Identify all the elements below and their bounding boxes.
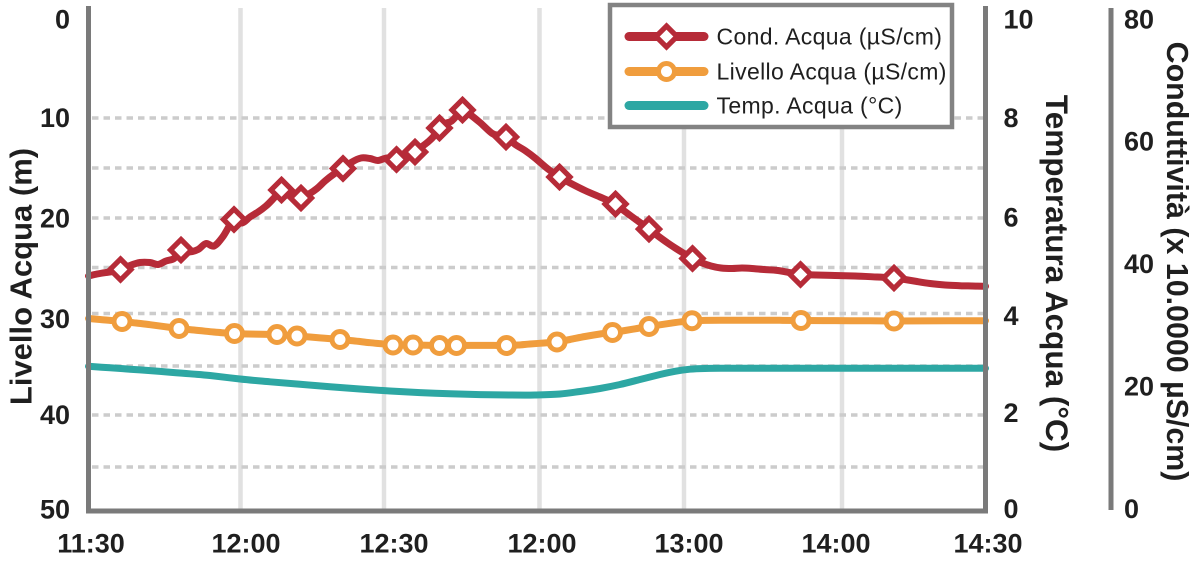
svg-text:2: 2 — [1004, 398, 1019, 428]
svg-text:Cond. Acqua (µS/cm): Cond. Acqua (µS/cm) — [717, 24, 943, 50]
svg-text:14:00: 14:00 — [801, 529, 870, 559]
svg-text:12:00: 12:00 — [507, 529, 576, 559]
svg-text:40: 40 — [40, 400, 70, 430]
svg-text:Livello Acqua (m): Livello Acqua (m) — [4, 148, 39, 405]
svg-text:80: 80 — [1124, 5, 1154, 35]
svg-text:8: 8 — [1004, 103, 1019, 133]
svg-text:50: 50 — [40, 495, 70, 525]
svg-text:13:00: 13:00 — [654, 529, 723, 559]
svg-text:20: 20 — [40, 204, 70, 234]
svg-text:6: 6 — [1004, 202, 1019, 232]
svg-text:10: 10 — [40, 103, 70, 133]
svg-text:Temperatura Acqua (°C): Temperatura Acqua (°C) — [1039, 95, 1075, 452]
svg-text:Livello Acqua (µS/cm): Livello Acqua (µS/cm) — [717, 59, 947, 85]
svg-text:20: 20 — [1124, 371, 1154, 401]
svg-text:30: 30 — [40, 304, 70, 334]
svg-text:60: 60 — [1124, 127, 1154, 157]
svg-text:0: 0 — [55, 5, 70, 35]
svg-text:0: 0 — [1004, 494, 1019, 524]
svg-text:4: 4 — [1004, 301, 1019, 331]
svg-text:11:30: 11:30 — [57, 529, 125, 559]
svg-text:12:00: 12:00 — [211, 529, 280, 559]
svg-text:0: 0 — [1124, 494, 1139, 524]
svg-text:14:30: 14:30 — [953, 529, 1022, 559]
svg-text:12:30: 12:30 — [359, 529, 428, 559]
svg-text:10: 10 — [1004, 5, 1034, 35]
svg-text:40: 40 — [1124, 249, 1154, 279]
svg-text:Conduttività (x 10.0000 µS/cm): Conduttività (x 10.0000 µS/cm) — [1160, 42, 1194, 482]
svg-text:Temp. Acqua (°C): Temp. Acqua (°C) — [717, 93, 903, 119]
